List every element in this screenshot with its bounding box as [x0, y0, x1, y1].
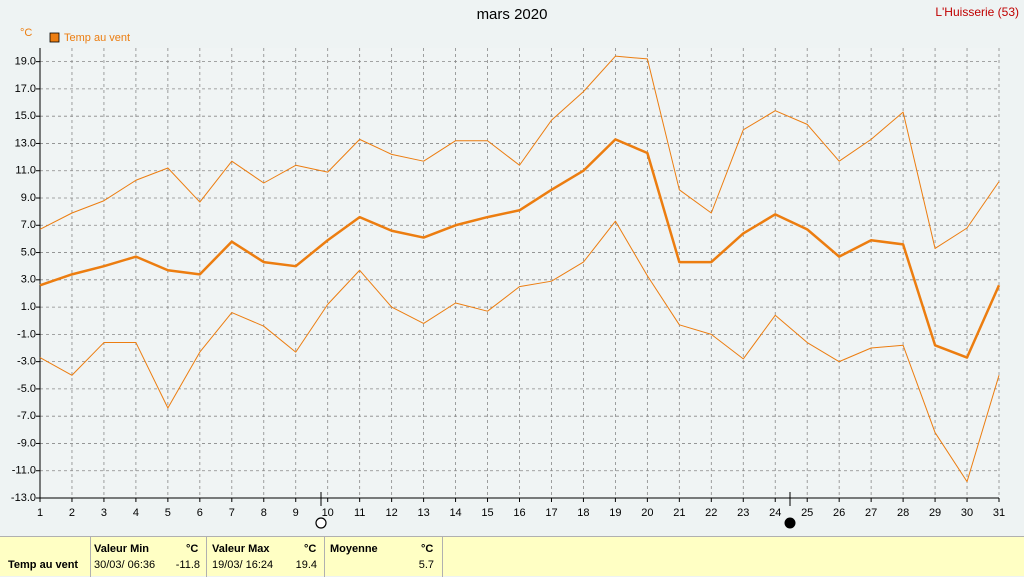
location: L'Huisserie (53)	[935, 5, 1019, 19]
y-tick-label: 19.0	[15, 56, 36, 68]
x-tick-label: 18	[577, 507, 589, 519]
y-tick-label: -11.0	[12, 465, 36, 477]
legend-swatch	[49, 32, 60, 43]
y-tick-label: -13.0	[11, 492, 36, 504]
separator	[324, 537, 325, 577]
y-tick-label: -9.0	[17, 437, 36, 449]
chart: mars 2020 L'Huisserie (53) °C Temp au ve…	[11, 5, 1019, 529]
legend-label: Temp au vent	[64, 32, 130, 44]
x-tick-label: 1	[37, 507, 43, 519]
moon-icon	[784, 517, 796, 529]
summary-bar: Temp au vent Valeur Min °C 30/03/ 06:36 …	[0, 536, 1024, 577]
min-date: 30/03/ 06:36	[94, 559, 156, 571]
separator	[90, 537, 91, 577]
y-tick-label: 3.0	[21, 274, 36, 286]
x-tick-label: 16	[513, 507, 525, 519]
y-tick-label: 9.0	[21, 192, 36, 204]
x-tick-label: 11	[354, 507, 365, 519]
x-tick-label: 7	[229, 507, 235, 519]
max-title: Valeur Max	[212, 543, 270, 555]
x-tick-label: 2	[69, 507, 75, 519]
x-tick-label: 24	[769, 507, 781, 519]
x-tick-label: 8	[261, 507, 267, 519]
max-unit: °C	[304, 543, 317, 555]
x-tick-label: 23	[737, 507, 749, 519]
mean-unit: °C	[421, 543, 434, 555]
max-date: 19/03/ 16:24	[212, 559, 274, 571]
x-tick-label: 5	[165, 507, 171, 519]
min-value: -11.8	[175, 559, 200, 571]
x-tick-label: 3	[101, 507, 107, 519]
y-tick-label: 15.0	[15, 110, 36, 122]
x-tick-label: 20	[641, 507, 653, 519]
y-tick-label: -3.0	[17, 356, 36, 368]
moon-icon	[315, 517, 327, 529]
min-line	[39, 220, 1000, 483]
x-tick-label: 14	[449, 507, 461, 519]
chart-title: mars 2020	[477, 6, 548, 23]
x-tick-label: 19	[609, 507, 621, 519]
x-tick-label: 9	[293, 507, 299, 519]
min-unit: °C	[186, 543, 199, 555]
x-tick-label: 29	[929, 507, 941, 519]
x-tick-label: 10	[322, 507, 334, 519]
max-line	[39, 55, 1000, 249]
x-tick-label: 4	[133, 507, 139, 519]
x-tick-label: 13	[417, 507, 429, 519]
x-tick-label: 26	[833, 507, 845, 519]
summary-label: Temp au vent	[8, 559, 79, 571]
y-tick-label: 1.0	[21, 301, 36, 313]
x-tick-label: 12	[386, 507, 398, 519]
x-tick-label: 27	[865, 507, 877, 519]
x-tick-label: 15	[481, 507, 493, 519]
y-tick-label: 11.0	[15, 165, 36, 177]
y-tick-label: -7.0	[17, 410, 36, 422]
y-unit: °C	[20, 27, 32, 39]
x-tick-label: 25	[801, 507, 813, 519]
y-tick-label: -5.0	[17, 383, 36, 395]
x-tick-label: 31	[993, 507, 1005, 519]
y-tick-label: -1.0	[17, 328, 36, 340]
y-tick-label: 17.0	[15, 83, 36, 95]
separator	[206, 537, 207, 577]
x-tick-label: 6	[197, 507, 203, 519]
mean-value: 5.7	[418, 559, 434, 571]
x-tick-label: 21	[673, 507, 685, 519]
max-value: 19.4	[295, 559, 317, 571]
x-tick-label: 22	[705, 507, 717, 519]
x-tick-label: 17	[545, 507, 557, 519]
separator	[442, 537, 443, 577]
x-tick-label: 30	[961, 507, 973, 519]
min-title: Valeur Min	[94, 543, 150, 555]
y-tick-label: 7.0	[21, 219, 36, 231]
mean-line	[39, 138, 1001, 359]
x-tick-label: 28	[897, 507, 909, 519]
y-tick-label: 5.0	[21, 246, 36, 258]
mean-title: Moyenne	[330, 543, 378, 555]
y-tick-label: 13.0	[15, 137, 36, 149]
